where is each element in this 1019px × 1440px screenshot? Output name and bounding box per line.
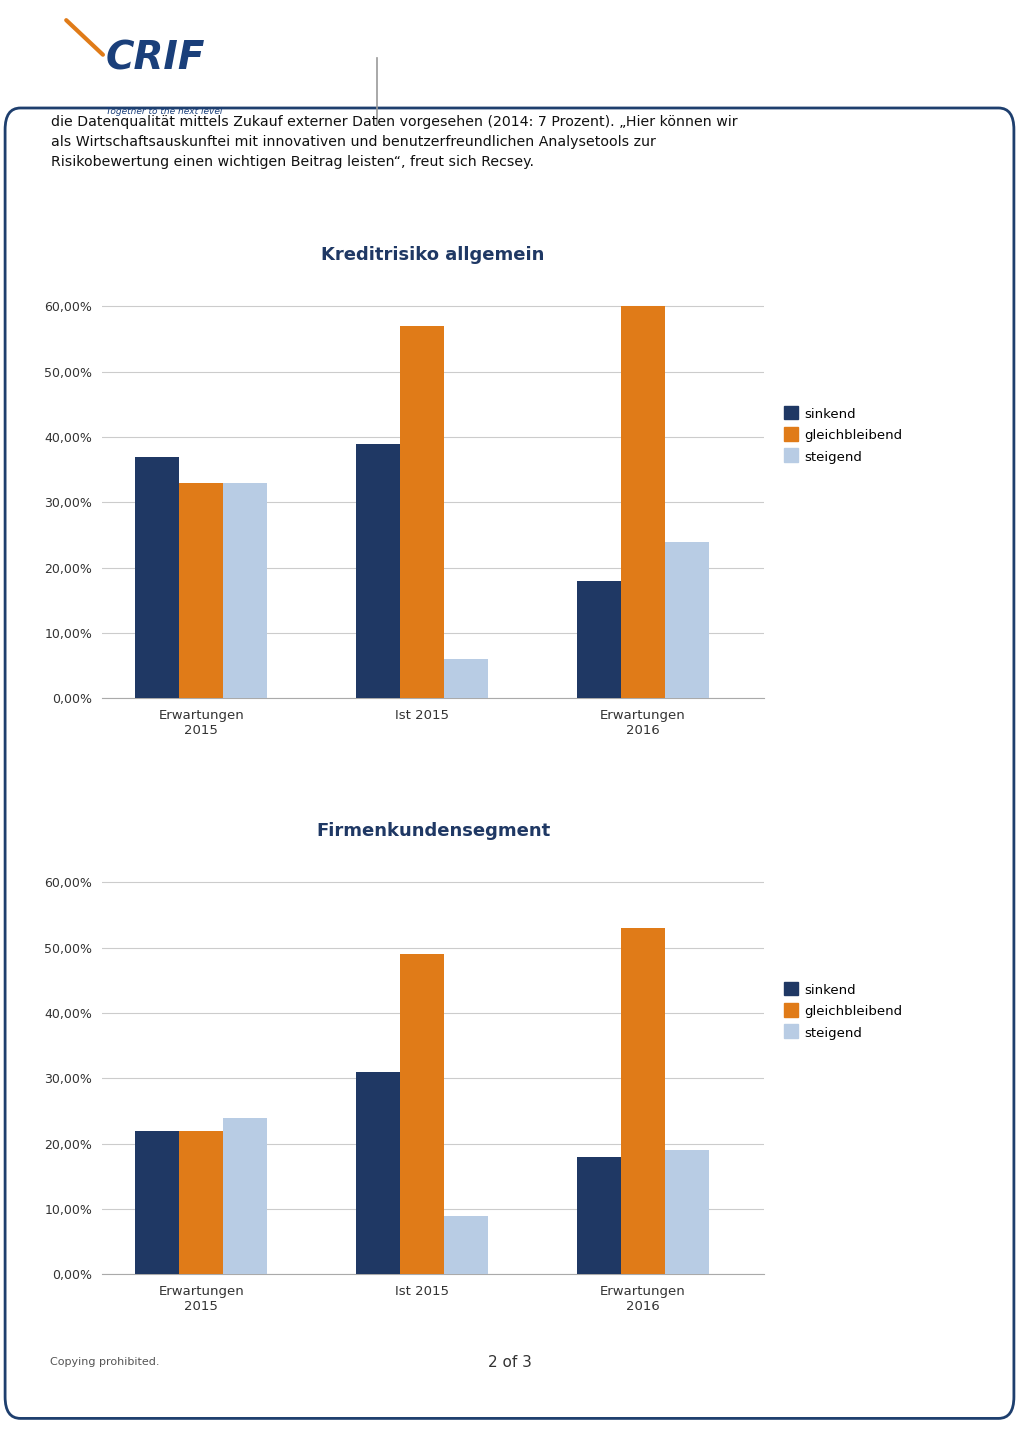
Bar — [135, 1130, 179, 1274]
Bar — [399, 325, 444, 698]
Text: CRIF: CRIF — [106, 40, 206, 78]
Bar — [223, 482, 267, 698]
Bar — [399, 955, 444, 1274]
Bar — [577, 1156, 621, 1274]
Bar — [664, 541, 709, 698]
Title: Kreditrisiko allgemein: Kreditrisiko allgemein — [321, 246, 545, 264]
Bar — [223, 1117, 267, 1274]
Title: Firmenkundensegment: Firmenkundensegment — [316, 822, 550, 840]
Bar — [577, 580, 621, 698]
Legend: sinkend, gleichbleibend, steigend: sinkend, gleichbleibend, steigend — [784, 984, 902, 1040]
Legend: sinkend, gleichbleibend, steigend: sinkend, gleichbleibend, steigend — [784, 408, 902, 464]
Text: Copying prohibited.: Copying prohibited. — [50, 1358, 159, 1367]
Bar — [444, 1215, 488, 1274]
Bar — [179, 1130, 223, 1274]
Text: Together to the next level: Together to the next level — [106, 107, 222, 115]
Bar — [621, 307, 664, 698]
Bar — [135, 456, 179, 698]
Text: 2 of 3: 2 of 3 — [487, 1355, 532, 1369]
Bar — [356, 1071, 399, 1274]
Bar — [444, 660, 488, 698]
Bar — [179, 482, 223, 698]
Bar — [356, 444, 399, 698]
Text: die Datenqualität mittels Zukauf externer Daten vorgesehen (2014: 7 Prozent). „H: die Datenqualität mittels Zukauf externe… — [51, 115, 738, 170]
Bar — [621, 927, 664, 1274]
Bar — [664, 1151, 709, 1274]
